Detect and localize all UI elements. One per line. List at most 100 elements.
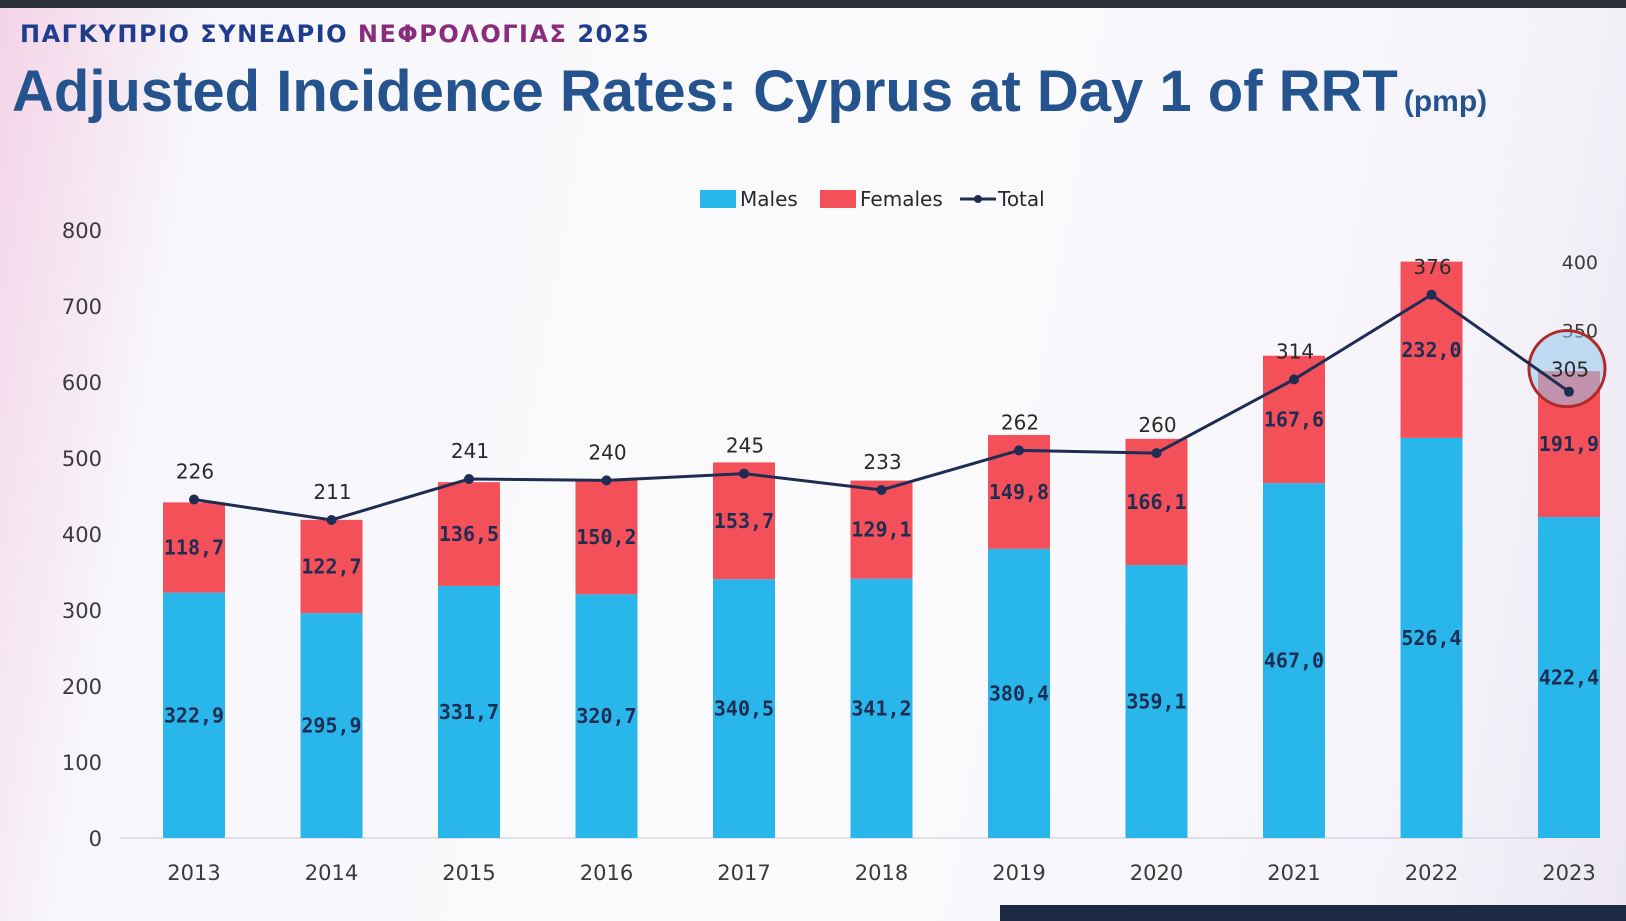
total-label: 211	[313, 480, 351, 504]
bar-males	[1125, 565, 1188, 838]
y-left-tick-label: 300	[62, 599, 102, 623]
bar-males	[1538, 516, 1600, 838]
total-label: 233	[863, 450, 901, 474]
total-point	[464, 474, 474, 485]
total-label: 241	[451, 439, 489, 463]
label-males: 467,0	[1264, 649, 1324, 673]
y-left-tick-label: 800	[62, 219, 102, 243]
bar-males	[713, 579, 775, 838]
total-label: 226	[176, 460, 214, 484]
x-tick-label: 2016	[580, 861, 633, 885]
screen-top-bar	[0, 0, 1626, 8]
x-tick-label: 2013	[167, 861, 220, 885]
total-point	[876, 484, 887, 495]
bar-females	[850, 480, 913, 579]
label-females: 129,1	[851, 518, 911, 542]
label-males: 322,9	[164, 703, 224, 727]
total-label: 314	[1276, 339, 1314, 363]
total-point	[1151, 448, 1162, 459]
label-males: 422,4	[1539, 665, 1599, 689]
legend-label-males: Males	[740, 187, 798, 211]
label-females: 232,0	[1401, 338, 1461, 362]
label-males: 331,7	[439, 700, 499, 724]
bar-males	[438, 585, 500, 838]
label-males: 340,5	[714, 697, 774, 721]
x-tick-label: 2014	[305, 861, 358, 885]
label-males: 320,7	[576, 704, 636, 728]
bar-females	[300, 519, 363, 614]
label-females: 191,9	[1539, 432, 1599, 456]
x-tick-label: 2020	[1130, 861, 1183, 885]
label-females: 118,7	[164, 535, 224, 559]
highlight-circle	[1527, 329, 1607, 409]
x-tick-label: 2019	[992, 861, 1045, 885]
y-right-tick-label: 400	[1562, 252, 1598, 274]
slide-title-unit: (pmp)	[1403, 85, 1488, 118]
bar-females	[1125, 438, 1188, 566]
y-left-tick-label: 700	[62, 295, 102, 319]
legend-swatch-females	[820, 190, 856, 208]
label-males: 295,9	[301, 714, 361, 738]
total-label: 260	[1138, 413, 1176, 437]
total-label: 262	[1001, 410, 1039, 434]
footer-strip	[1000, 905, 1626, 921]
bar-males	[300, 613, 363, 838]
total-label: 240	[588, 440, 626, 464]
conference-year: 2025	[577, 20, 651, 48]
label-males: 341,2	[851, 696, 911, 720]
legend-label-total: Total	[997, 187, 1045, 211]
total-point	[1289, 374, 1299, 385]
x-tick-label: 2018	[855, 861, 908, 885]
conference-name-part1: ΠΑΓΚΥΠΡΙΟ ΣΥΝΕΔΡΙΟ	[20, 20, 349, 48]
bar-females	[163, 502, 225, 593]
conference-name-part2: ΝΕΦΡΟΛΟΓΙΑΣ	[357, 20, 568, 48]
legend-marker-total	[974, 195, 982, 203]
bar-females	[575, 480, 638, 595]
y-left-tick-label: 400	[62, 523, 102, 547]
label-males: 359,1	[1126, 690, 1186, 714]
slide-title: Adjusted Incidence Rates: Cyprus at Day …	[12, 58, 1487, 125]
bar-males	[1400, 437, 1463, 838]
slide-title-text: Adjusted Incidence Rates: Cyprus at Day …	[12, 59, 1398, 124]
bar-males	[1263, 483, 1325, 838]
conference-name: ΠΑΓΚΥΠΡΙΟ ΣΥΝΕΔΡΙΟ ΝΕΦΡΟΛΟΓΙΑΣ 2025	[20, 20, 650, 48]
legend-swatch-males	[700, 190, 736, 208]
total-point	[1014, 445, 1024, 456]
y-left-tick-label: 600	[62, 371, 102, 395]
label-females: 153,7	[714, 509, 774, 533]
total-point	[326, 514, 337, 525]
x-tick-label: 2022	[1405, 861, 1458, 885]
x-tick-label: 2021	[1267, 861, 1320, 885]
label-males: 526,4	[1401, 626, 1461, 650]
bar-males	[575, 594, 638, 838]
bar-females	[713, 462, 775, 580]
legend-label-females: Females	[860, 187, 943, 211]
label-females: 166,1	[1126, 490, 1186, 514]
x-tick-label: 2015	[442, 861, 495, 885]
total-point	[1564, 386, 1574, 397]
total-point	[1426, 289, 1437, 300]
x-tick-label: 2017	[717, 861, 770, 885]
y-left-tick-label: 500	[62, 447, 102, 471]
total-point	[189, 494, 199, 505]
total-point	[739, 468, 749, 479]
bar-females	[438, 482, 500, 586]
bar-males	[850, 578, 913, 838]
y-left-tick-label: 0	[89, 827, 102, 851]
bar-males	[988, 548, 1050, 838]
x-tick-label: 2023	[1542, 861, 1595, 885]
label-females: 150,2	[576, 525, 636, 549]
total-label: 376	[1413, 255, 1451, 279]
total-label: 305	[1551, 358, 1589, 382]
bar-males	[163, 592, 225, 838]
label-females: 167,6	[1264, 407, 1324, 431]
total-point	[601, 475, 612, 486]
label-females: 136,5	[439, 522, 499, 546]
label-females: 122,7	[301, 554, 361, 578]
y-left-tick-label: 100	[62, 751, 102, 775]
label-females: 149,8	[989, 480, 1049, 504]
label-males: 380,4	[989, 681, 1049, 705]
total-label: 245	[726, 434, 764, 458]
y-left-tick-label: 200	[62, 675, 102, 699]
